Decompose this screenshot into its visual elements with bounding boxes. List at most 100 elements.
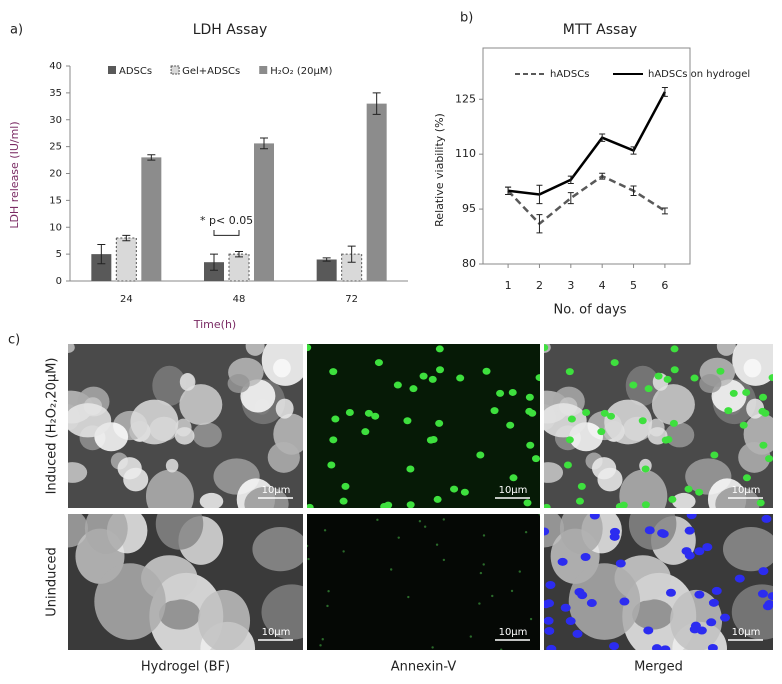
- cell: [529, 617, 533, 621]
- cell: [371, 412, 380, 420]
- error-bar: [235, 250, 243, 258]
- cell: [670, 345, 679, 353]
- cell: [739, 421, 748, 429]
- cell: [476, 451, 485, 459]
- y-tick-label: 30: [49, 115, 62, 126]
- blob: [152, 365, 187, 406]
- y-tick-label: 110: [455, 147, 476, 160]
- cell: [668, 495, 677, 503]
- error-bar: [122, 234, 131, 242]
- cell: [339, 497, 348, 505]
- cell: [323, 529, 327, 532]
- error-bar: [505, 186, 512, 195]
- cell: [654, 372, 663, 380]
- cell: [644, 526, 655, 535]
- blob: [179, 384, 223, 426]
- error-bar: [322, 257, 331, 262]
- blob: [544, 462, 564, 483]
- legend-label: Gel+ADSCs: [182, 66, 240, 77]
- blob: [591, 457, 617, 480]
- cell: [609, 642, 620, 650]
- series-line: [507, 91, 667, 196]
- y-tick-label: 10: [49, 222, 62, 233]
- cell: [384, 501, 393, 508]
- micrograph-bg: [307, 344, 540, 508]
- cell: [361, 428, 370, 436]
- cell: [525, 393, 534, 401]
- cell: [523, 499, 532, 507]
- error-bar: [661, 207, 668, 215]
- cell: [710, 451, 719, 459]
- y-tick-label: 125: [455, 92, 476, 105]
- error-bar: [661, 87, 668, 97]
- cell: [435, 543, 439, 546]
- cell: [419, 372, 428, 380]
- cell: [342, 550, 345, 553]
- chart-title: LDH Assay: [193, 22, 268, 38]
- cell: [597, 428, 606, 436]
- significance-bracket: [213, 229, 240, 236]
- micrograph: [544, 514, 773, 650]
- cell: [758, 407, 767, 415]
- y-tick-label: 5: [56, 249, 62, 260]
- row-label: Uninduced: [45, 547, 60, 617]
- bar: [204, 262, 224, 281]
- cell: [329, 436, 338, 444]
- cell: [729, 389, 738, 397]
- cell: [406, 465, 415, 473]
- micrograph: [307, 514, 540, 650]
- cell: [577, 591, 588, 600]
- blob: [604, 399, 653, 445]
- y-tick-label: 0: [56, 276, 62, 287]
- error-bar: [147, 154, 156, 161]
- cell: [538, 514, 540, 516]
- cell: [345, 409, 354, 417]
- blob: [670, 589, 723, 650]
- cell: [544, 600, 552, 609]
- legend-swatch: [170, 65, 180, 75]
- blob: [174, 427, 195, 445]
- blob: [94, 563, 166, 640]
- cell: [364, 409, 373, 417]
- x-tick-label: 4: [599, 279, 606, 292]
- bar: [316, 259, 337, 281]
- cell: [532, 455, 540, 463]
- x-axis-label: Time(h): [193, 318, 236, 331]
- cell: [436, 366, 445, 374]
- blob: [227, 373, 250, 393]
- cell: [759, 393, 768, 401]
- error-bar: [260, 137, 268, 150]
- bar: [254, 143, 274, 281]
- legend-swatch: [259, 66, 268, 74]
- cell: [326, 604, 329, 608]
- cell: [460, 488, 469, 496]
- cell: [762, 602, 773, 611]
- cell: [663, 375, 672, 383]
- cell: [482, 367, 491, 375]
- cell: [482, 534, 486, 537]
- y-tick-label: 25: [49, 142, 62, 153]
- cell: [567, 415, 576, 423]
- cell: [329, 368, 338, 376]
- blob: [145, 469, 194, 508]
- cell: [586, 599, 597, 608]
- blob: [273, 358, 291, 378]
- cell: [544, 626, 555, 635]
- cell: [609, 532, 620, 541]
- cell: [565, 436, 574, 444]
- blob: [619, 469, 668, 508]
- cell: [761, 514, 772, 523]
- cell: [660, 645, 671, 650]
- cell: [403, 417, 412, 425]
- cell: [518, 570, 521, 573]
- blob: [117, 457, 142, 480]
- cell: [756, 499, 765, 507]
- series-line: [507, 174, 666, 226]
- cell: [307, 557, 310, 561]
- bar: [228, 253, 250, 282]
- cell: [707, 644, 718, 650]
- panel-label: b): [460, 11, 473, 26]
- blob: [625, 365, 660, 406]
- cell: [742, 388, 751, 396]
- cell: [557, 557, 568, 566]
